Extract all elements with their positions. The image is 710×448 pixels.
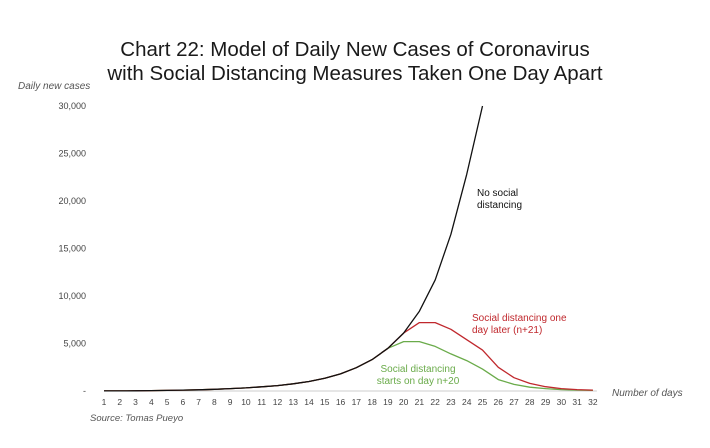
x-tick-label: 27	[509, 397, 519, 407]
x-tick-label: 26	[494, 397, 504, 407]
x-tick-label: 20	[399, 397, 409, 407]
x-tick-label: 4	[149, 397, 154, 407]
series-annotation: Social distancing starts on day n+20	[377, 364, 460, 387]
x-tick-label: 14	[304, 397, 314, 407]
x-tick-label: 3	[133, 397, 138, 407]
y-tick-label: 15,000	[58, 244, 86, 254]
series-annotation-line: starts on day n+20	[377, 376, 460, 387]
x-tick-label: 22	[430, 397, 440, 407]
series-line	[104, 105, 484, 392]
x-tick-label: 25	[478, 397, 488, 407]
series-annotation-line: Social distancing one	[472, 313, 567, 324]
x-tick-label: 18	[367, 397, 377, 407]
y-tick-label: -	[83, 386, 86, 396]
series-annotation-line: No social	[477, 188, 518, 199]
x-tick-label: 16	[336, 397, 346, 407]
x-tick-label: 6	[180, 397, 185, 407]
series-annotation: Social distancing one day later (n+21)	[472, 313, 567, 336]
series-annotation-line: day later (n+21)	[472, 325, 542, 336]
x-tick-label: 13	[289, 397, 299, 407]
series-annotation-line: distancing	[477, 200, 522, 211]
x-tick-label: 7	[196, 397, 201, 407]
x-tick-label: 30	[557, 397, 567, 407]
x-tick-label: 15	[320, 397, 330, 407]
y-tick-label: 30,000	[58, 101, 86, 111]
x-tick-label: 11	[257, 397, 266, 407]
series-annotation: No social distancing	[477, 188, 522, 211]
series-annotation-line: Social distancing	[380, 364, 455, 375]
series-line	[104, 340, 593, 392]
x-tick-label: 28	[525, 397, 535, 407]
y-tick-label: 25,000	[58, 149, 86, 159]
x-tick-label: 24	[462, 397, 472, 407]
x-tick-label: 12	[273, 397, 283, 407]
y-tick-label: 5,000	[63, 339, 86, 349]
x-tick-label: 29	[541, 397, 551, 407]
x-tick-label: 32	[588, 397, 598, 407]
x-tick-label: 17	[352, 397, 362, 407]
x-tick-label: 21	[415, 397, 425, 407]
y-tick-label: 10,000	[58, 291, 86, 301]
y-tick-label: 20,000	[58, 196, 86, 206]
x-tick-label: 1	[102, 397, 107, 407]
x-axis-label: Number of days	[612, 388, 683, 399]
chart-title-line-1: Chart 22: Model of Daily New Cases of Co…	[120, 38, 590, 61]
chart-title-line-2: with Social Distancing Measures Taken On…	[107, 62, 603, 85]
chart-title: Chart 22: Model of Daily New Cases of Co…	[0, 38, 710, 86]
y-axis-label: Daily new cases	[18, 81, 91, 92]
x-tick-label: 8	[212, 397, 217, 407]
x-tick-label: 2	[117, 397, 122, 407]
x-tick-label: 5	[165, 397, 170, 407]
x-tick-label: 23	[446, 397, 456, 407]
source-note: Source: Tomas Pueyo	[90, 413, 184, 424]
x-tick-label: 19	[383, 397, 393, 407]
x-tick-label: 31	[572, 397, 582, 407]
x-tick-label: 10	[241, 397, 251, 407]
x-tick-label: 9	[228, 397, 233, 407]
